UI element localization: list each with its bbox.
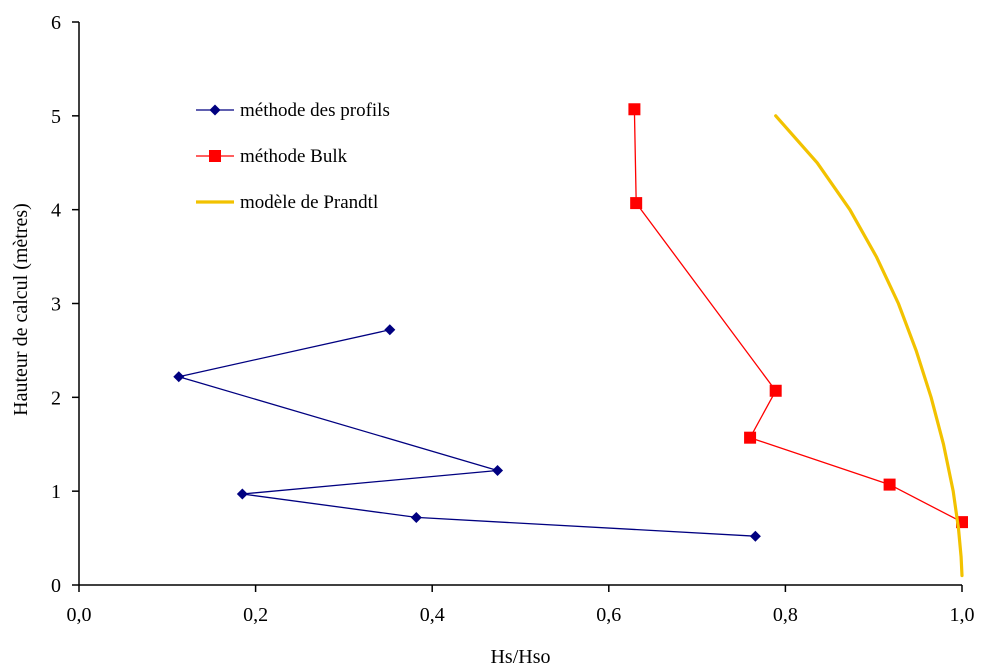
legend: méthode des profils méthode Bulk modèle de… (196, 100, 390, 213)
x-axis-title: Hs/Hso (490, 646, 550, 668)
legend-item: méthode des profils (196, 100, 390, 121)
data-point (883, 478, 896, 491)
data-point (410, 511, 422, 523)
series-line (774, 114, 964, 578)
y-ticks: 0 1 2 3 4 5 6 (51, 12, 79, 597)
x-tick-label: 0,4 (420, 604, 445, 626)
x-tick-label: 0,8 (773, 604, 798, 626)
y-axis-title: Hauteur de calcul (mètres) (10, 203, 32, 416)
x-tick-label: 0,0 (67, 604, 92, 626)
legend-item: modèle de Prandtl (196, 192, 378, 213)
y-tick-label: 0 (51, 575, 61, 597)
data-point (492, 465, 504, 477)
series-1 (628, 103, 968, 529)
data-point (769, 384, 782, 397)
series-0 (173, 324, 761, 542)
data-point (628, 103, 641, 116)
data-point (236, 488, 248, 500)
plot-area: 0 1 2 3 4 5 6 0,0 0,2 0,4 0,6 0,8 1,0 (51, 12, 975, 626)
y-tick-label: 6 (51, 12, 61, 34)
data-point (630, 197, 643, 210)
legend-label: méthode des profils (240, 100, 390, 121)
data-point (749, 530, 761, 542)
series-2 (774, 114, 964, 578)
data-point (173, 371, 185, 383)
data-point (744, 431, 757, 444)
series-layer (173, 103, 968, 578)
series-line (178, 329, 757, 537)
y-tick-label: 1 (51, 481, 61, 503)
legend-marker (209, 104, 221, 116)
x-tick-label: 0,2 (243, 604, 268, 626)
y-tick-label: 3 (51, 294, 61, 316)
x-tick-label: 1,0 (950, 604, 975, 626)
y-tick-label: 4 (51, 200, 61, 222)
legend-item: méthode Bulk (196, 146, 348, 167)
legend-label: modèle de Prandtl (240, 192, 378, 213)
x-tick-label: 0,6 (596, 604, 621, 626)
y-tick-label: 2 (51, 387, 61, 409)
x-ticks: 0,0 0,2 0,4 0,6 0,8 1,0 (67, 585, 975, 626)
legend-marker (209, 150, 221, 162)
legend-label: méthode Bulk (240, 146, 348, 167)
y-tick-label: 5 (51, 106, 61, 128)
series-line (633, 108, 963, 523)
data-point (384, 324, 396, 336)
